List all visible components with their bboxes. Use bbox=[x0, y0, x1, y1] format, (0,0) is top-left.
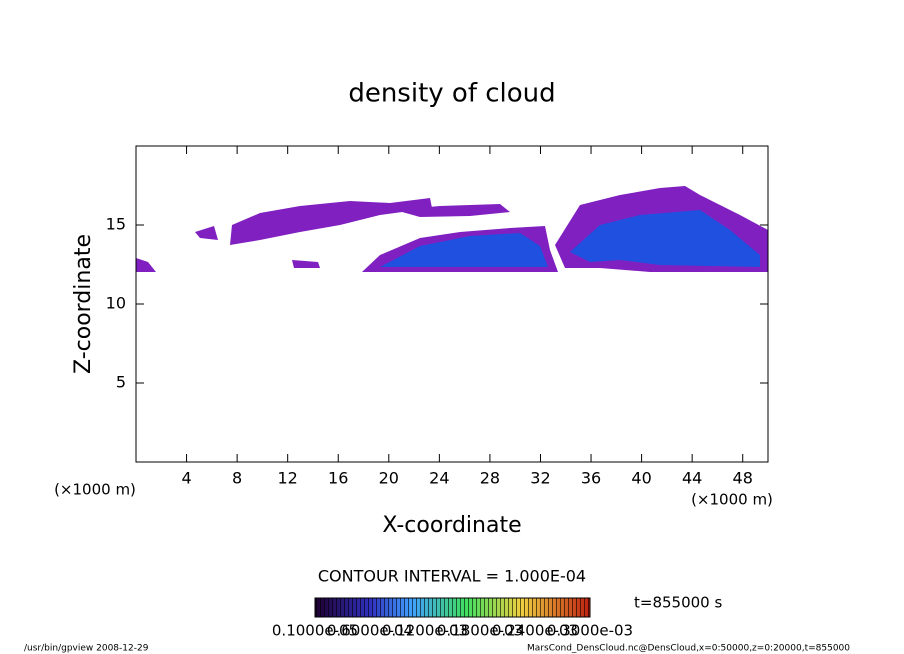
x-tick-label: 24 bbox=[429, 469, 449, 488]
y-unit: (×1000 m) bbox=[54, 481, 136, 499]
y-tick-label: 15 bbox=[106, 215, 126, 234]
x-tick-label: 20 bbox=[379, 469, 399, 488]
x-tick-label: 44 bbox=[682, 469, 702, 488]
colorbar-label: 0.3000e-03 bbox=[547, 622, 633, 640]
footer-right: MarsCond_DensCloud.nc@DensCloud,x=0:5000… bbox=[527, 644, 850, 654]
time-label: t=855000 s bbox=[634, 594, 722, 612]
colorbar-frame bbox=[314, 597, 591, 618]
x-tick-label: 32 bbox=[530, 469, 550, 488]
x-tick-label: 12 bbox=[278, 469, 298, 488]
contour-interval: CONTOUR INTERVAL = 1.000E-04 bbox=[318, 567, 586, 586]
cloud-field bbox=[136, 186, 768, 272]
colorbar-label: 0.1000e-05 bbox=[272, 622, 358, 640]
chart-title: density of cloud bbox=[348, 79, 555, 109]
y-axis-label: Z-coordinate bbox=[71, 234, 96, 374]
x-tick-label: 8 bbox=[232, 469, 242, 488]
colorbar-label: 0.6000e-04 bbox=[327, 622, 413, 640]
colorbar-label: 0.2400e-03 bbox=[492, 622, 578, 640]
footer-left: /usr/bin/gpview 2008-12-29 bbox=[24, 644, 149, 654]
colorbar-label: 0.1800e-03 bbox=[437, 622, 523, 640]
x-unit: (×1000 m) bbox=[691, 491, 773, 509]
x-tick-label: 4 bbox=[181, 469, 191, 488]
x-tick-label: 36 bbox=[581, 469, 601, 488]
x-tick-label: 40 bbox=[631, 469, 651, 488]
x-tick-label: 16 bbox=[328, 469, 348, 488]
y-tick-label: 10 bbox=[106, 294, 126, 313]
y-tick-label: 5 bbox=[116, 373, 126, 392]
x-tick-label: 48 bbox=[733, 469, 753, 488]
x-tick-label: 28 bbox=[480, 469, 500, 488]
colorbar-label: 0.1200e-03 bbox=[382, 622, 468, 640]
x-axis-label: X-coordinate bbox=[382, 513, 521, 538]
